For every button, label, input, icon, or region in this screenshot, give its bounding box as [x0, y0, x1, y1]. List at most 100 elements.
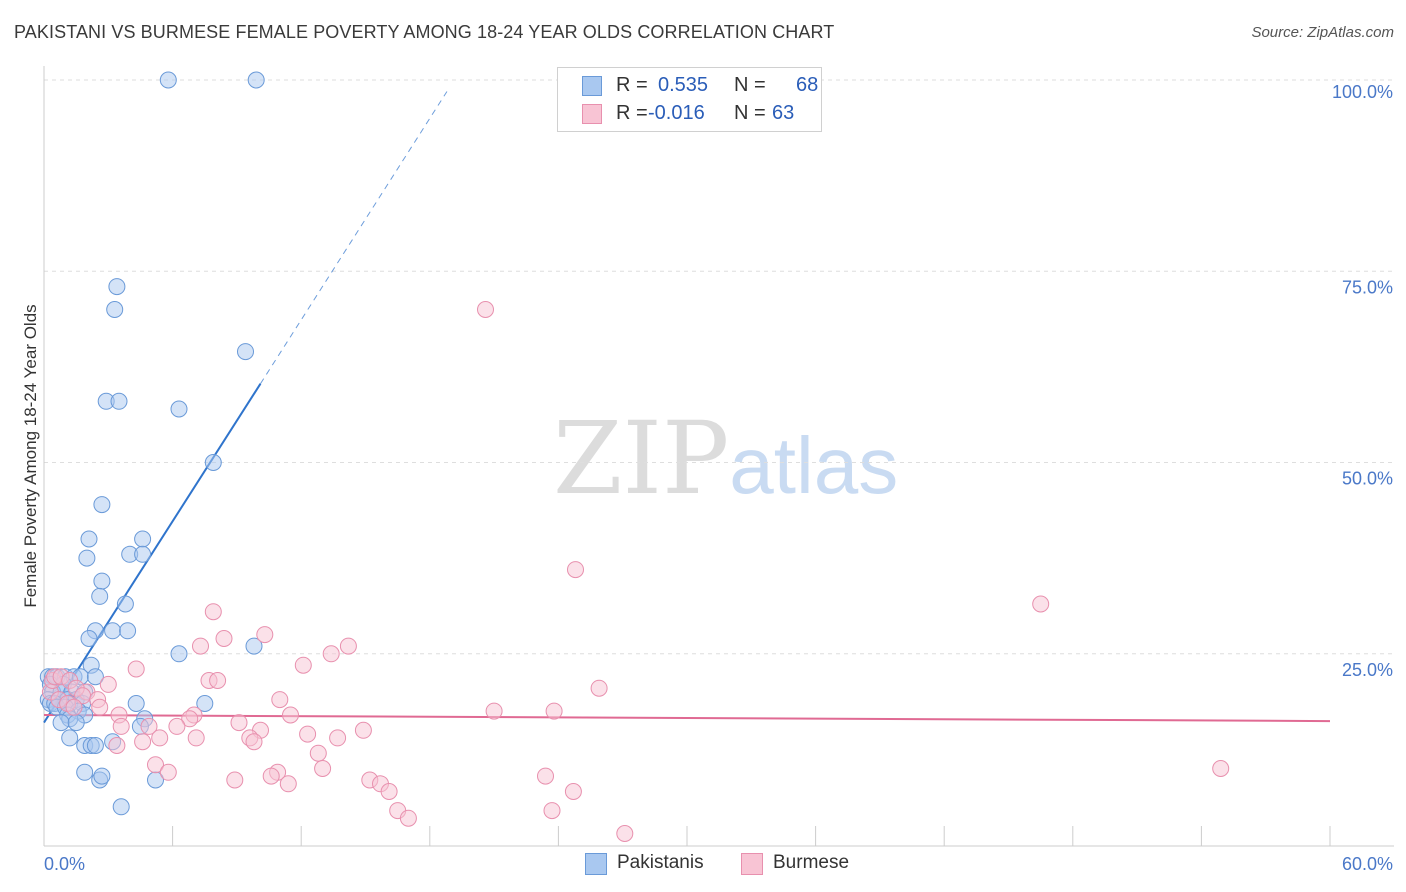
- y-tick-label: 100.0%: [1332, 82, 1393, 102]
- bottom-legend-pakistanis: Pakistanis: [585, 852, 725, 878]
- data-points: [39, 71, 1230, 842]
- legend-n-label: N =: [734, 102, 766, 124]
- legend-r-label: R =: [616, 102, 648, 124]
- point-pakistanis: [86, 737, 104, 754]
- point-pakistanis: [91, 587, 109, 605]
- point-pakistanis: [93, 496, 111, 514]
- point-burmese: [322, 645, 340, 663]
- watermark-atlas: atlas: [729, 421, 899, 510]
- point-burmese: [543, 802, 561, 820]
- point-pakistanis: [112, 798, 130, 816]
- bottom-legend-label: Burmese: [773, 852, 850, 873]
- bottom-legend-burmese: Burmese: [741, 852, 871, 878]
- point-pakistanis: [245, 637, 263, 655]
- point-burmese: [262, 767, 280, 785]
- point-burmese: [204, 603, 222, 621]
- trend-line-pakistanis-extension: [260, 91, 448, 384]
- point-pakistanis: [237, 343, 254, 361]
- point-burmese: [151, 729, 169, 747]
- point-pakistanis: [247, 71, 265, 89]
- point-pakistanis: [78, 549, 96, 567]
- point-burmese: [279, 775, 297, 793]
- point-pakistanis: [61, 729, 79, 747]
- point-pakistanis: [93, 572, 111, 590]
- chart-title: PAKISTANI VS BURMESE FEMALE POVERTY AMON…: [14, 22, 835, 42]
- point-pakistanis: [159, 71, 177, 89]
- point-burmese: [564, 783, 582, 800]
- point-pakistanis: [170, 400, 188, 418]
- point-pakistanis: [110, 392, 128, 410]
- point-pakistanis: [86, 668, 104, 686]
- point-burmese: [294, 656, 312, 674]
- watermark: ZIPatlas: [553, 400, 898, 517]
- source-label: Source: ZipAtlas.com: [1251, 24, 1394, 41]
- point-burmese: [537, 767, 554, 785]
- point-burmese: [168, 717, 186, 735]
- point-pakistanis: [116, 595, 134, 613]
- trend-line-pakistanis: [43, 383, 262, 724]
- point-pakistanis: [170, 645, 188, 663]
- point-burmese: [314, 760, 332, 777]
- legend-swatch-burmese: [582, 104, 602, 124]
- correlation-legend: R = 0.535 N = 68 R = -0.016 N = 63: [557, 67, 822, 132]
- point-burmese: [616, 825, 634, 842]
- legend-n-value: 68: [796, 74, 819, 96]
- point-burmese: [1032, 595, 1050, 613]
- point-pakistanis: [204, 454, 222, 471]
- point-burmese: [567, 561, 584, 579]
- point-burmese: [380, 783, 398, 800]
- point-burmese: [134, 733, 152, 751]
- point-burmese: [127, 660, 145, 678]
- y-tick-label: 75.0%: [1342, 277, 1393, 297]
- point-pakistanis: [80, 530, 98, 548]
- point-burmese: [187, 729, 205, 747]
- point-burmese: [329, 729, 347, 747]
- tick-labels: 25.0% 50.0% 75.0% 100.0% 0.0% 60.0%: [44, 82, 1393, 874]
- point-burmese: [477, 301, 494, 318]
- point-burmese: [485, 702, 503, 720]
- point-burmese: [1212, 760, 1230, 777]
- point-pakistanis: [119, 622, 137, 640]
- point-burmese: [271, 691, 289, 709]
- point-burmese: [299, 725, 317, 743]
- point-pakistanis: [80, 630, 98, 647]
- point-burmese: [181, 710, 199, 728]
- point-pakistanis: [196, 695, 214, 712]
- legend-r-value: 0.535: [658, 74, 709, 96]
- trend-lines: [43, 91, 1331, 724]
- point-burmese: [209, 672, 227, 689]
- bottom-legend-swatch-burmese: [741, 853, 763, 875]
- point-burmese: [159, 763, 177, 781]
- y-tick-label: 25.0%: [1342, 660, 1393, 680]
- y-tick-label: 50.0%: [1342, 469, 1393, 489]
- point-burmese: [91, 698, 109, 716]
- point-burmese: [99, 675, 117, 693]
- trend-line-burmese: [43, 713, 1331, 723]
- point-burmese: [65, 698, 83, 716]
- legend-n-label: N =: [734, 74, 766, 96]
- point-burmese: [147, 756, 164, 774]
- axes: [43, 66, 1394, 847]
- point-pakistanis: [106, 301, 124, 318]
- point-burmese: [399, 809, 417, 827]
- point-pakistanis: [127, 695, 145, 712]
- point-burmese: [339, 637, 357, 655]
- point-burmese: [256, 626, 274, 644]
- point-burmese: [230, 714, 248, 732]
- grid-lines: [44, 79, 1394, 655]
- point-pakistanis: [67, 714, 85, 732]
- legend-n-value: 63: [772, 102, 795, 124]
- point-burmese: [108, 737, 126, 754]
- point-pakistanis: [104, 622, 122, 640]
- point-burmese: [545, 702, 563, 720]
- point-burmese: [140, 717, 158, 735]
- legend-r-value: -0.016: [648, 102, 705, 124]
- point-burmese: [112, 717, 130, 735]
- x-tick-label: 0.0%: [44, 854, 85, 874]
- point-pakistanis: [134, 530, 152, 548]
- point-burmese: [590, 679, 608, 697]
- point-burmese: [245, 733, 263, 751]
- y-axis-label: Female Poverty Among 18-24 Year Olds: [21, 304, 40, 607]
- point-burmese: [354, 721, 372, 739]
